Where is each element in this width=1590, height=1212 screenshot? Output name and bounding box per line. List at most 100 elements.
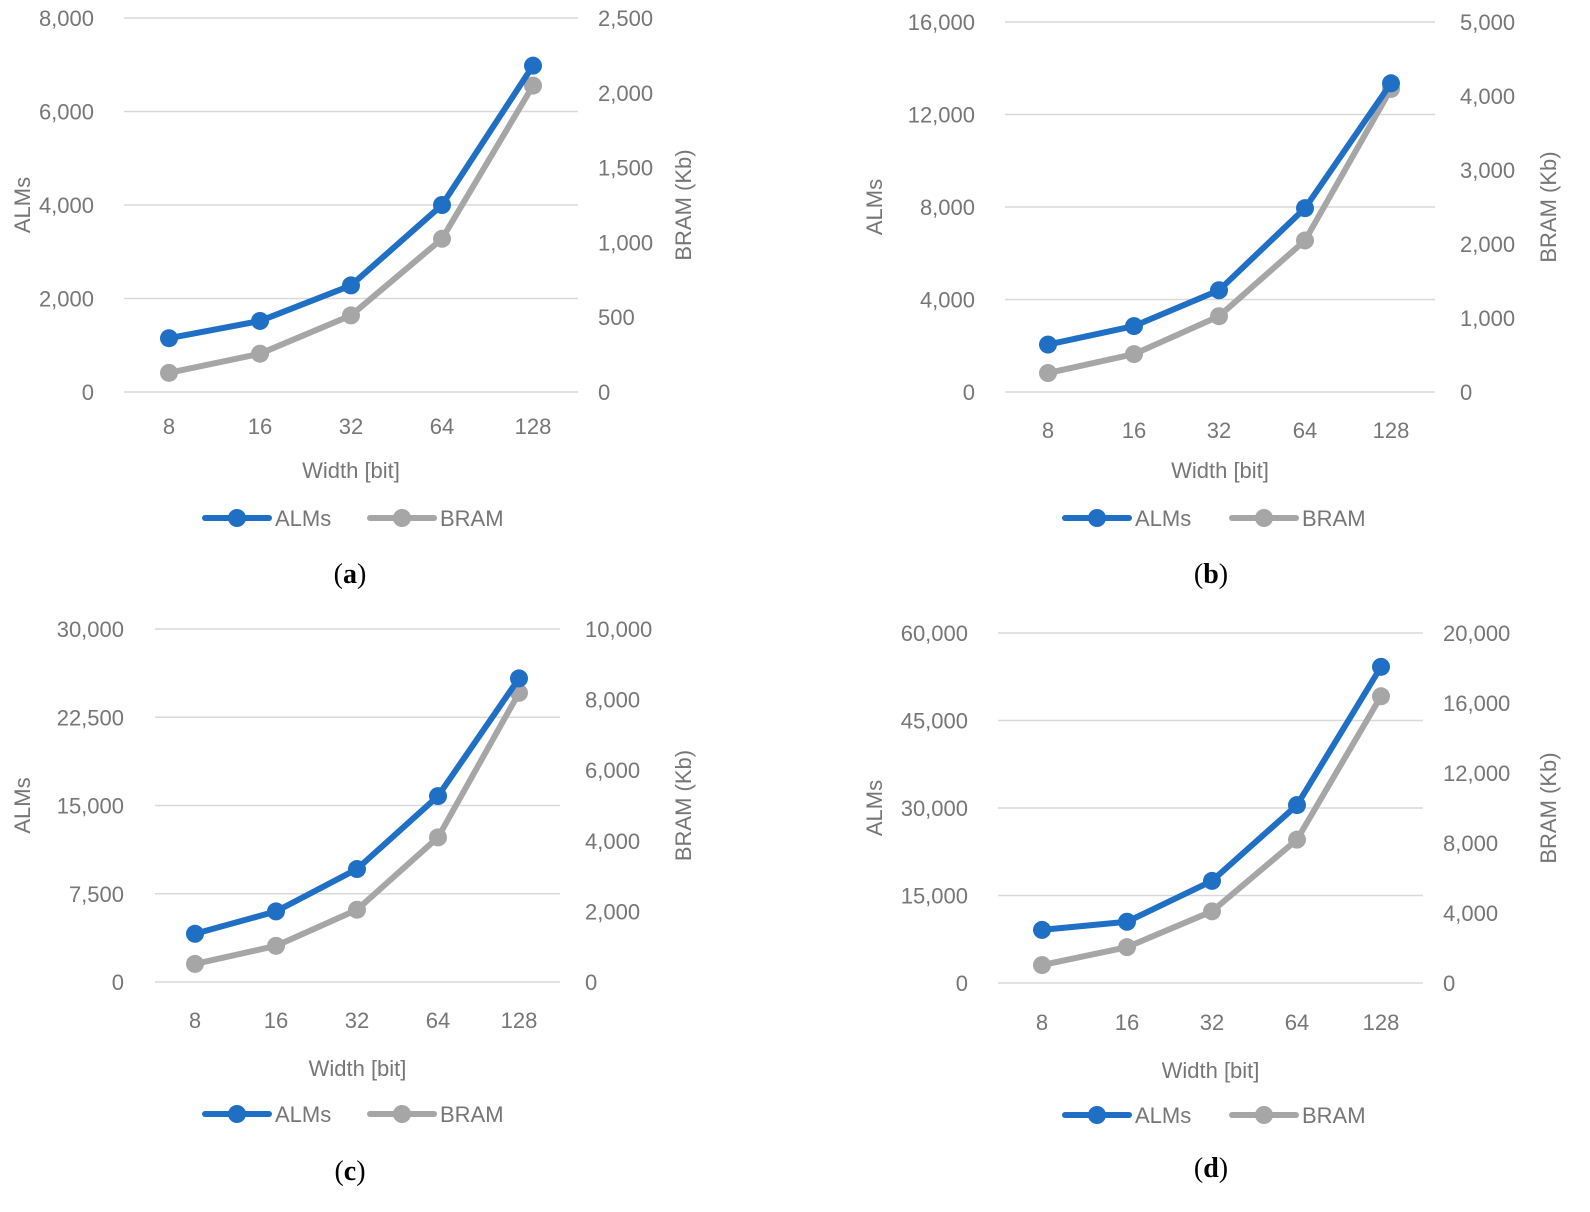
data-point-alms bbox=[429, 787, 447, 806]
y-axis-title: ALMs bbox=[862, 179, 887, 235]
y-right-tick-label: 0 bbox=[598, 380, 610, 405]
series-line-alms bbox=[1045, 80, 1394, 348]
data-point-alms bbox=[186, 924, 204, 943]
data-point-alms bbox=[342, 276, 360, 295]
x-tick-label: 128 bbox=[1373, 418, 1410, 443]
data-point-alms bbox=[1372, 657, 1390, 676]
data-point-alms bbox=[348, 860, 366, 879]
x-tick-label: 16 bbox=[264, 1008, 288, 1033]
y-tick-label: 7,500 bbox=[69, 882, 124, 907]
y-right-tick-label: 20,000 bbox=[1443, 621, 1510, 646]
y-right-tick-label: 8,000 bbox=[585, 688, 640, 713]
y-tick-label: 0 bbox=[963, 380, 975, 405]
legend-label-bram: BRAM bbox=[440, 1102, 504, 1127]
x-tick-label: 16 bbox=[1115, 1010, 1139, 1035]
legend-label-bram: BRAM bbox=[440, 506, 504, 531]
y-right-tick-label: 3,000 bbox=[1460, 158, 1515, 183]
x-tick-label: 32 bbox=[1207, 418, 1231, 443]
y-tick-label: 0 bbox=[82, 380, 94, 405]
y-right-tick-label: 0 bbox=[1460, 380, 1472, 405]
data-point-alms bbox=[1210, 281, 1228, 300]
legend-label-alms: ALMs bbox=[1135, 506, 1191, 531]
panel-caption: (b) bbox=[1194, 559, 1228, 590]
chart-panel-c: 0 7,500 15,000 22,500 30,000 0 2,000 4,000 6,000… bbox=[10, 617, 696, 1187]
chart-panel-a: 0 2,000 4,000 6,000 8,000 0 500 1,000 1,500 2,000… bbox=[10, 6, 696, 590]
data-point-bram bbox=[251, 344, 269, 363]
y-tick-label: 6,000 bbox=[39, 100, 94, 125]
x-tick-label: 8 bbox=[1036, 1010, 1048, 1035]
y-right-axis-title: BRAM (Kb) bbox=[671, 750, 696, 861]
chart-panel-d: 0 15,000 30,000 45,000 60,000 0 4,000 8,000 12,0… bbox=[862, 621, 1561, 1184]
y-right-tick-label: 10,000 bbox=[585, 617, 652, 642]
data-point-bram bbox=[1372, 687, 1390, 706]
data-point-alms bbox=[251, 311, 269, 330]
x-axis-title: Width [bit] bbox=[1171, 458, 1269, 483]
x-tick-label: 8 bbox=[189, 1008, 201, 1033]
data-point-alms bbox=[510, 669, 528, 688]
data-point-bram bbox=[433, 229, 451, 248]
y-right-tick-label: 8,000 bbox=[1443, 831, 1498, 856]
y-right-tick-label: 6,000 bbox=[585, 758, 640, 783]
chart-panel-b: 0 4,000 8,000 12,000 16,000 0 1,000 2,000 3,000 4… bbox=[862, 10, 1561, 590]
y-tick-label: 16,000 bbox=[908, 10, 975, 35]
legend-label-bram: BRAM bbox=[1302, 506, 1366, 531]
data-point-alms bbox=[1033, 920, 1051, 939]
x-tick-label: 8 bbox=[1042, 418, 1054, 443]
y-tick-label: 2,000 bbox=[39, 287, 94, 312]
y-tick-label: 4,000 bbox=[39, 193, 94, 218]
y-right-tick-label: 2,500 bbox=[598, 6, 653, 31]
y-right-tick-label: 4,000 bbox=[585, 829, 640, 854]
data-point-bram bbox=[342, 306, 360, 325]
y-right-tick-label: 1,000 bbox=[598, 230, 653, 255]
data-point-alms bbox=[1296, 199, 1314, 218]
data-point-bram bbox=[1210, 307, 1228, 326]
data-point-bram bbox=[160, 363, 178, 382]
x-tick-label: 8 bbox=[163, 414, 175, 439]
x-axis-title: Width [bit] bbox=[302, 458, 400, 483]
y-right-tick-label: 1,500 bbox=[598, 156, 653, 181]
x-axis-title: Width [bit] bbox=[309, 1056, 407, 1081]
data-point-alms bbox=[524, 56, 542, 75]
y-right-axis-title: BRAM (Kb) bbox=[1536, 151, 1561, 262]
x-tick-label: 128 bbox=[515, 414, 552, 439]
data-point-alms bbox=[1039, 335, 1057, 354]
y-tick-label: 45,000 bbox=[901, 709, 968, 734]
data-point-alms bbox=[1382, 74, 1400, 93]
legend-marker-alms bbox=[228, 509, 246, 527]
y-axis-title: ALMs bbox=[10, 777, 35, 833]
legend-marker-alms bbox=[228, 1105, 246, 1123]
y-right-axis-title: BRAM (Kb) bbox=[1536, 752, 1561, 863]
data-point-bram bbox=[186, 954, 204, 973]
legend-label-alms: ALMs bbox=[1135, 1103, 1191, 1128]
data-point-alms bbox=[1118, 912, 1136, 931]
x-tick-label: 16 bbox=[248, 414, 272, 439]
y-tick-label: 0 bbox=[956, 971, 968, 996]
legend-marker-bram bbox=[1255, 509, 1273, 527]
y-right-tick-label: 12,000 bbox=[1443, 761, 1510, 786]
y-right-tick-label: 2,000 bbox=[598, 81, 653, 106]
y-tick-label: 8,000 bbox=[920, 195, 975, 220]
data-point-alms bbox=[1288, 796, 1306, 815]
series-line-alms bbox=[166, 62, 536, 342]
y-tick-label: 8,000 bbox=[39, 6, 94, 31]
x-tick-label: 16 bbox=[1122, 418, 1146, 443]
y-right-axis-title: BRAM (Kb) bbox=[671, 149, 696, 260]
series-line-alms bbox=[1039, 663, 1384, 933]
legend-marker-alms bbox=[1088, 509, 1106, 527]
x-tick-label: 32 bbox=[345, 1008, 369, 1033]
x-axis-title: Width [bit] bbox=[1162, 1058, 1260, 1083]
data-point-bram bbox=[1296, 231, 1314, 250]
data-point-bram bbox=[1203, 902, 1221, 921]
legend-marker-bram bbox=[1255, 1106, 1273, 1124]
x-tick-label: 128 bbox=[501, 1008, 538, 1033]
y-right-tick-label: 2,000 bbox=[585, 899, 640, 924]
y-right-tick-label: 2,000 bbox=[1460, 232, 1515, 257]
data-point-bram bbox=[348, 900, 366, 919]
data-point-bram bbox=[1288, 830, 1306, 849]
panel-caption: (d) bbox=[1194, 1153, 1228, 1184]
series-line-bram bbox=[1045, 85, 1394, 377]
y-right-tick-label: 0 bbox=[1443, 971, 1455, 996]
y-tick-label: 30,000 bbox=[57, 617, 124, 642]
data-point-alms bbox=[267, 902, 285, 921]
